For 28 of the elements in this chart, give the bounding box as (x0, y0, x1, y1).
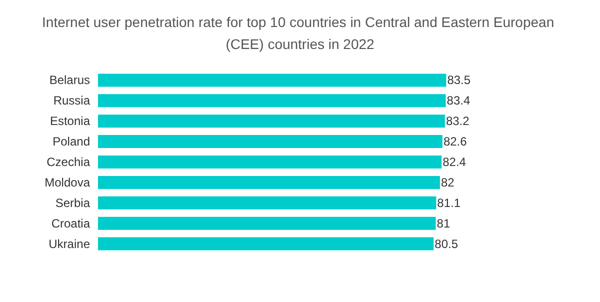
y-tick-label: Serbia (55, 196, 90, 210)
data-label: 82.4 (442, 155, 466, 169)
bar (98, 135, 442, 148)
bar (98, 237, 434, 250)
bar (98, 94, 446, 108)
data-label: 83.2 (446, 114, 470, 128)
bar (98, 176, 440, 189)
y-tick-label: Croatia (51, 216, 90, 230)
y-tick-label: Russia (53, 94, 90, 108)
y-tick-label: Ukraine (48, 236, 90, 251)
data-label: 83.5 (447, 73, 471, 88)
bar (98, 216, 436, 230)
bar (98, 74, 446, 87)
y-tick-label: Czechia (46, 155, 90, 169)
chart-title: Internet user penetration rate for top 10 countries in Central and Eastern European (CEE) countries in 2022 (42, 14, 558, 52)
data-label: 81 (436, 216, 450, 230)
data-label: 81.1 (437, 196, 461, 210)
data-label: 82.6 (443, 134, 468, 149)
data-label: 82 (440, 175, 455, 190)
bar (98, 156, 442, 168)
bar (98, 114, 445, 128)
data-label: 83.4 (446, 94, 470, 108)
y-tick-label: Belarus (49, 73, 90, 88)
y-tick-label: Poland (52, 134, 90, 149)
data-label: 80.5 (434, 236, 458, 251)
bar (98, 196, 436, 210)
y-tick-label: Moldova (44, 175, 90, 190)
y-tick-label: Estonia (50, 114, 90, 128)
